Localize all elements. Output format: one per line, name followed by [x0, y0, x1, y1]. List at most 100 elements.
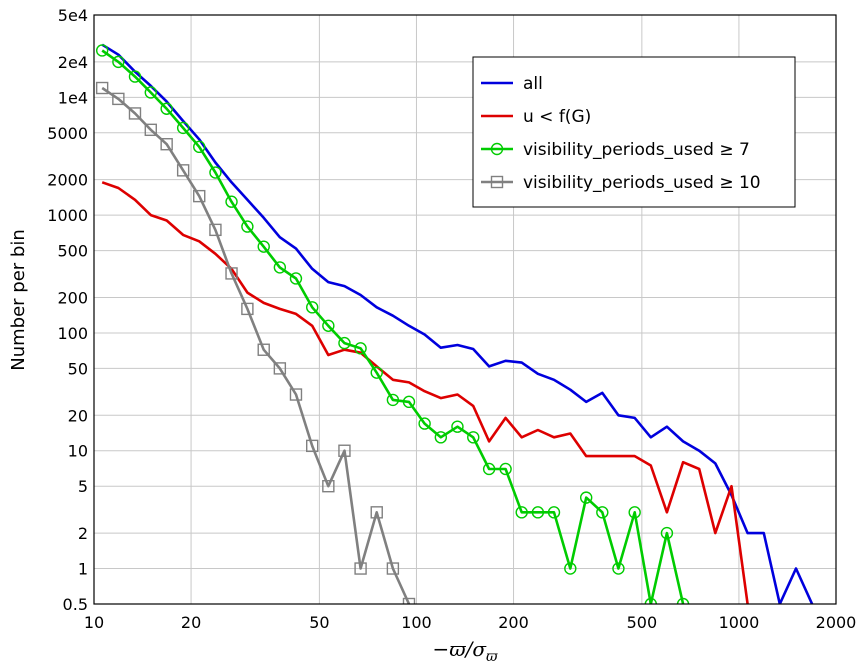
legend-entry-label: u < f(G)	[523, 107, 591, 127]
y-tick-label: 2000	[47, 171, 88, 190]
legend-entry-label: visibility_periods_used ≥ 7	[523, 140, 750, 160]
y-tick-label: 5e4	[58, 6, 88, 25]
legend-marker	[490, 175, 504, 189]
data-point-circle	[289, 272, 303, 285]
data-point-square	[322, 480, 335, 493]
data-point-square	[128, 107, 142, 120]
y-tick-label: 2e4	[58, 53, 88, 72]
data-point-square	[402, 597, 416, 604]
y-axis-label: Number per bin	[8, 229, 29, 371]
y-tick-label: 5000	[47, 124, 88, 143]
data-point-circle	[128, 70, 142, 83]
data-point-circle	[628, 506, 641, 519]
data-point-square	[386, 562, 400, 575]
data-point-circle	[596, 506, 609, 519]
y-tick-label: 1000	[47, 206, 88, 225]
data-point-square	[273, 362, 287, 375]
series-visibility-periods-used-10	[95, 81, 416, 604]
data-point-circle	[418, 417, 431, 430]
data-point-circle	[193, 140, 206, 154]
data-point-circle	[370, 366, 383, 379]
series-line	[101, 181, 749, 604]
plot-frame	[93, 14, 837, 605]
data-point-square	[112, 92, 125, 106]
data-point-circle	[95, 44, 109, 57]
series-visibility-periods-used-7	[95, 44, 690, 604]
y-tick-label: 2	[78, 524, 88, 543]
data-point-square	[160, 138, 173, 151]
y-tick-label: 200	[57, 288, 88, 307]
y-tick-label: 20	[68, 406, 88, 425]
data-point-circle	[644, 597, 658, 604]
data-point-circle	[306, 301, 319, 314]
data-point-circle	[482, 462, 496, 476]
x-tick-label: 200	[498, 613, 529, 632]
y-tick-label: 500	[57, 242, 88, 261]
data-point-circle	[354, 342, 367, 355]
data-point-circle	[515, 506, 528, 519]
data-point-circle	[402, 395, 416, 409]
data-point-circle	[225, 195, 238, 208]
data-point-circle	[338, 336, 351, 350]
data-point-circle	[257, 240, 270, 253]
tick-labels: 10 20 50 100 200 500 1000 2000 0.5 1 2 5 10 20 50 100 20…	[47, 6, 856, 632]
data-point-square	[354, 562, 367, 575]
series-line	[101, 43, 814, 604]
series-layer	[95, 43, 814, 604]
x-tick-label: 100	[401, 613, 432, 632]
x-axis-label: −ϖ/σϖ	[433, 637, 498, 665]
series-u-f-g-	[101, 181, 749, 604]
data-point-circle	[612, 562, 625, 575]
data-point-circle	[273, 261, 287, 274]
y-tick-label: 100	[57, 324, 88, 343]
data-point-circle	[241, 220, 254, 233]
x-tick-label: 1000	[719, 613, 760, 632]
data-point-circle	[579, 491, 593, 504]
x-tick-label: 500	[627, 613, 658, 632]
data-point-square	[225, 267, 238, 280]
series-all	[101, 43, 814, 604]
x-tick-label: 50	[309, 613, 329, 632]
data-point-circle	[160, 102, 173, 115]
data-point-circle	[322, 319, 335, 332]
data-point-circle	[209, 166, 222, 179]
data-point-circle	[451, 420, 464, 433]
data-point-square	[338, 444, 351, 457]
data-point-square	[209, 223, 222, 237]
data-point-circle	[467, 431, 480, 444]
legend-entry-label: visibility_periods_used ≥ 10	[523, 173, 761, 193]
data-point-circle	[564, 562, 577, 575]
y-tick-label: 5	[78, 477, 88, 496]
y-tick-label: 1	[78, 560, 88, 579]
data-point-circle	[434, 431, 448, 444]
data-point-square	[95, 81, 109, 95]
data-point-circle	[676, 597, 690, 604]
data-point-square	[241, 302, 254, 316]
data-point-square	[306, 439, 319, 453]
data-point-circle	[386, 393, 400, 407]
legend: all u < f(G) visibility_periods_used ≥ 7 vi…	[472, 56, 796, 208]
y-tick-label: 50	[68, 359, 88, 378]
legend-box	[472, 56, 796, 208]
series-line	[101, 86, 411, 604]
y-tick-label: 0.5	[63, 595, 88, 614]
x-tick-label: 10	[84, 613, 104, 632]
data-point-square	[144, 123, 157, 137]
data-point-square	[370, 506, 383, 519]
data-point-circle	[176, 121, 190, 135]
data-point-square	[193, 189, 206, 203]
data-point-circle	[660, 526, 674, 540]
legend-marker	[490, 142, 504, 156]
data-point-circle	[144, 86, 157, 99]
y-tick-label: 1e4	[58, 88, 88, 107]
data-point-square	[176, 164, 190, 177]
x-tick-label: 2000	[816, 613, 857, 632]
data-point-circle	[112, 55, 125, 69]
x-tick-label: 20	[181, 613, 201, 632]
data-point-circle	[531, 506, 545, 519]
legend-entry-label: all	[523, 74, 543, 94]
series-line	[101, 49, 685, 604]
data-point-circle	[547, 506, 561, 519]
